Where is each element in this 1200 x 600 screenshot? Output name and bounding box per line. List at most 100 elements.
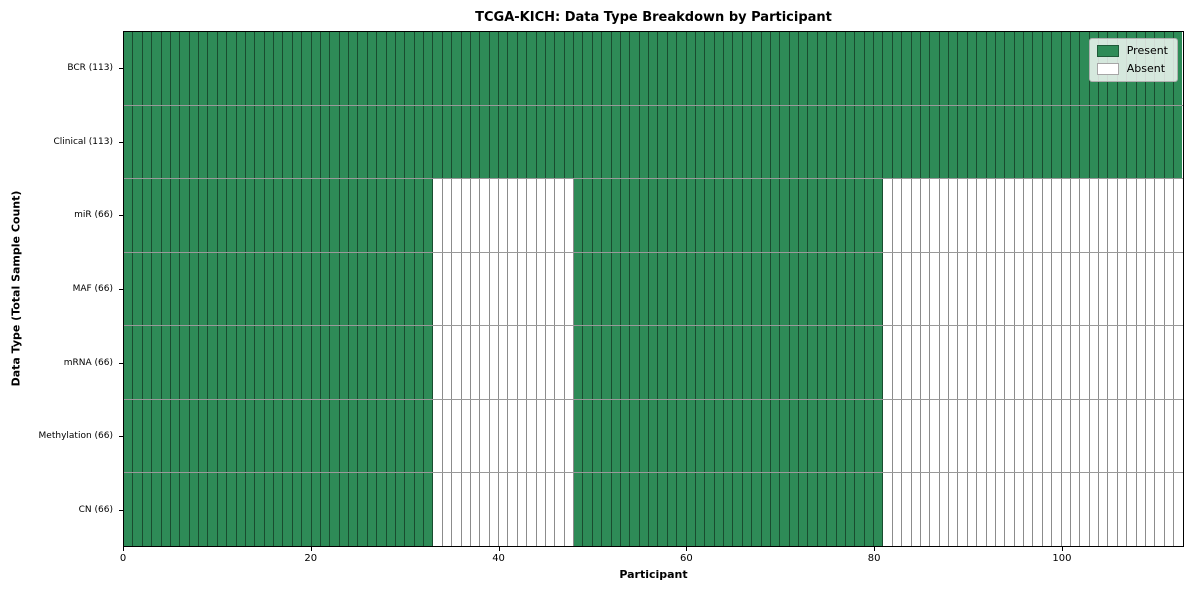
heatmap-cell: [1145, 473, 1156, 547]
heatmap-cell: [1061, 399, 1071, 473]
heatmap-cell: [1052, 252, 1062, 326]
heatmap-cell: [602, 179, 612, 252]
heatmap-cell: [395, 32, 406, 105]
heatmap-cell: [227, 179, 237, 252]
heatmap-cell: [367, 473, 378, 547]
heatmap-cell: [555, 473, 565, 547]
heatmap-cell: [1070, 326, 1081, 399]
heatmap-cell: [545, 32, 556, 105]
heatmap-cell: [1089, 326, 1099, 399]
heatmap-cell: [452, 473, 462, 547]
heatmap-cell: [649, 399, 659, 473]
heatmap-cell: [302, 473, 312, 547]
heatmap-cell: [770, 326, 781, 399]
heatmap-cell: [1089, 252, 1099, 326]
heatmap-cell: [649, 252, 659, 326]
heatmap-cell: [808, 399, 818, 473]
heatmap-cell: [667, 399, 678, 473]
heatmap-row-mrna: [124, 326, 1183, 400]
heatmap-cell: [1024, 326, 1034, 399]
heatmap-cell: [583, 105, 593, 179]
heatmap-cell: [986, 326, 996, 399]
heatmap-cell: [264, 252, 274, 326]
heatmap-cell: [1052, 32, 1062, 105]
heatmap-cell: [227, 326, 237, 399]
heatmap-cell: [1014, 252, 1024, 326]
heatmap-cell: [1070, 105, 1081, 179]
heatmap-cell: [1061, 32, 1071, 105]
heatmap-cell: [649, 179, 659, 252]
heatmap-cell: [180, 252, 190, 326]
heatmap-cell: [189, 252, 199, 326]
x-tick-label-40: 40: [492, 553, 505, 564]
heatmap-cell: [236, 473, 246, 547]
heatmap-cell: [714, 326, 724, 399]
heatmap-cell: [855, 326, 865, 399]
heatmap-cell: [874, 179, 884, 252]
heatmap-cell: [517, 105, 528, 179]
heatmap-cell: [1024, 179, 1034, 252]
heatmap-cell: [508, 105, 518, 179]
heatmap-cell: [124, 179, 134, 252]
heatmap-cell: [714, 179, 724, 252]
heatmap-cell: [292, 473, 303, 547]
heatmap-cell: [452, 252, 462, 326]
heatmap-cell: [724, 32, 734, 105]
heatmap-cell: [264, 179, 274, 252]
heatmap-cell: [442, 105, 453, 179]
heatmap-cell: [508, 179, 518, 252]
heatmap-cell: [742, 326, 753, 399]
heatmap-cell: [742, 399, 753, 473]
heatmap-cell: [1099, 179, 1109, 252]
heatmap-cell: [517, 399, 528, 473]
heatmap-cell: [1005, 252, 1015, 326]
heatmap-cell: [1117, 179, 1128, 252]
heatmap-cell: [377, 252, 387, 326]
heatmap-cell: [142, 179, 153, 252]
heatmap-cell: [1174, 105, 1183, 179]
heatmap-cell: [1061, 473, 1071, 547]
heatmap-cell: [770, 105, 781, 179]
heatmap-cell: [349, 32, 359, 105]
heatmap-cell: [883, 32, 893, 105]
heatmap-cell: [949, 105, 959, 179]
heatmap-cell: [920, 473, 931, 547]
heatmap-cell: [480, 32, 490, 105]
heatmap-cell: [977, 326, 987, 399]
heatmap-cell: [883, 399, 893, 473]
heatmap-cell: [677, 179, 687, 252]
heatmap-cell: [180, 326, 190, 399]
heatmap-cell: [480, 473, 490, 547]
heatmap-cell: [133, 399, 143, 473]
heatmap-cell: [620, 399, 631, 473]
heatmap-cell: [208, 399, 218, 473]
heatmap-cell: [283, 326, 293, 399]
heatmap-cell: [967, 105, 978, 179]
heatmap-cell: [414, 473, 424, 547]
heatmap-cell: [255, 252, 265, 326]
heatmap-cell: [845, 32, 856, 105]
heatmap-cell: [414, 252, 424, 326]
heatmap-cell: [902, 399, 912, 473]
heatmap-cell: [527, 105, 537, 179]
heatmap-cell: [274, 399, 284, 473]
heatmap-cell: [358, 473, 368, 547]
heatmap-cell: [602, 105, 612, 179]
y-tick-label-cn: CN (66): [78, 505, 113, 516]
heatmap-cell: [189, 399, 199, 473]
heatmap-cell: [995, 326, 1006, 399]
heatmap-cell: [770, 252, 781, 326]
heatmap-cell: [405, 105, 415, 179]
heatmap-cell: [695, 32, 706, 105]
heatmap-cell: [292, 105, 303, 179]
heatmap-cell: [939, 179, 949, 252]
heatmap-cell: [480, 105, 490, 179]
y-tick-label-mrna: mRNA (66): [63, 357, 113, 368]
heatmap-cell: [808, 105, 818, 179]
heatmap-cell: [152, 179, 162, 252]
heatmap-cell: [602, 473, 612, 547]
heatmap-cell: [1099, 399, 1109, 473]
heatmap-cell: [761, 179, 771, 252]
heatmap-cell: [555, 252, 565, 326]
